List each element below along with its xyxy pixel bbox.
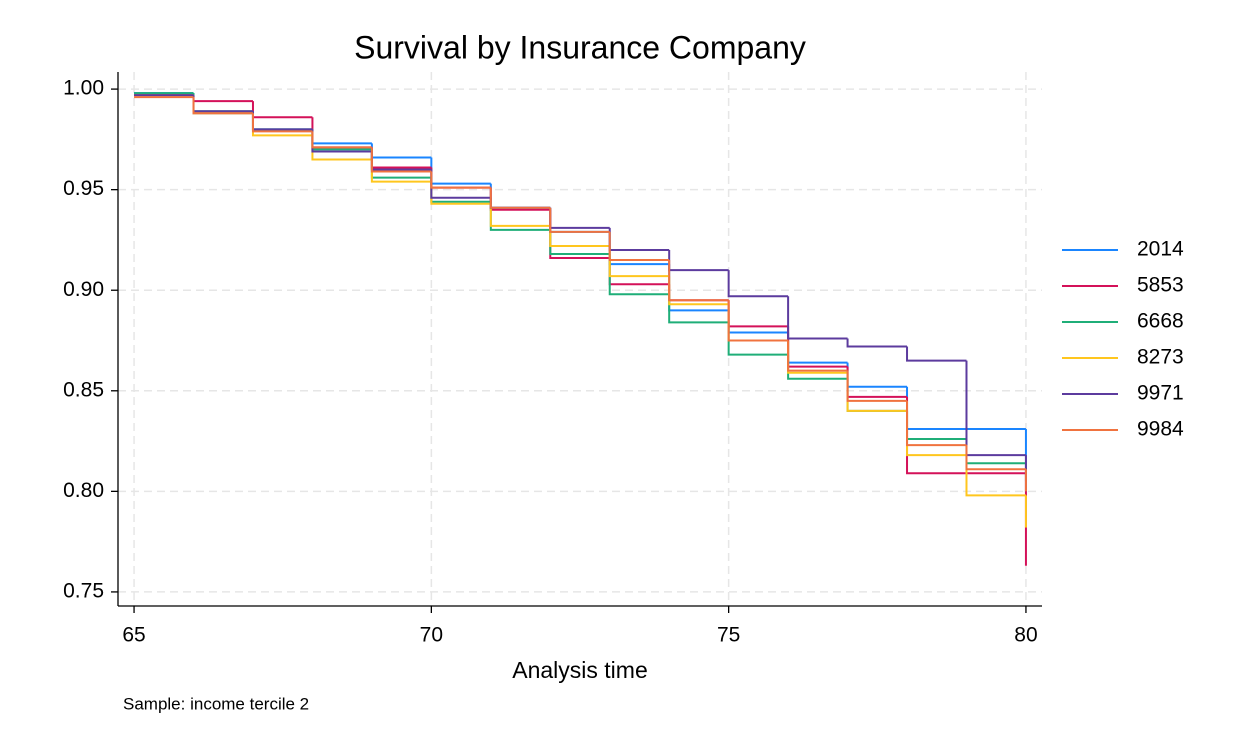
- step-segment: [727, 310, 789, 334]
- step-segment: [192, 97, 253, 115]
- step-segment: [965, 439, 1026, 465]
- x-tick-label: 80: [1014, 624, 1037, 647]
- step-segment: [251, 113, 313, 131]
- legend-label: 8273: [1137, 346, 1184, 369]
- chart-title: Survival by Insurance Company: [354, 29, 806, 65]
- step-segment: [608, 227, 670, 251]
- step-segment: [906, 400, 967, 447]
- step-segment: [251, 101, 313, 119]
- step-segment: [370, 149, 432, 179]
- note: Sample: income tercile 2: [123, 694, 309, 713]
- step-segment: [489, 187, 551, 211]
- step-segment: [430, 157, 491, 185]
- step-segment: [787, 296, 848, 340]
- step-segment: [787, 340, 848, 374]
- step-segment: [965, 360, 1026, 457]
- step-segment: [549, 207, 610, 229]
- step-segment: [549, 207, 610, 233]
- step-segment: [906, 410, 967, 457]
- step-segment: [192, 95, 253, 103]
- x-tick-label: 75: [717, 624, 740, 647]
- y-tick-label: 0.90: [63, 278, 104, 301]
- y-tick-label: 0.75: [63, 579, 104, 602]
- step-segment: [668, 250, 729, 272]
- step-segment: [668, 260, 729, 302]
- y-tick-label: 0.80: [63, 479, 104, 502]
- step-segment: [846, 362, 908, 388]
- step-segment: [192, 93, 253, 113]
- x-axis-label: Analysis time: [512, 657, 647, 683]
- legend-label: 5853: [1137, 274, 1184, 297]
- step-segment: [906, 410, 967, 441]
- step-segment: [846, 366, 908, 398]
- step-segment: [727, 300, 789, 328]
- y-tick-label: 1.00: [63, 77, 104, 100]
- y-tick-label: 0.85: [63, 378, 104, 401]
- legend-label: 6668: [1137, 310, 1184, 333]
- y-tick-label: 0.95: [63, 177, 104, 200]
- step-segment: [549, 209, 610, 260]
- step-segment: [608, 231, 670, 262]
- step-segment: [251, 111, 313, 131]
- step-segment: [668, 284, 729, 302]
- step-segment: [906, 346, 967, 362]
- step-segment: [906, 396, 967, 475]
- step-segment: [846, 338, 908, 348]
- step-segment: [906, 386, 967, 431]
- step-segment: [787, 326, 848, 368]
- step-segment: [727, 270, 789, 298]
- step-segment: [846, 378, 908, 412]
- x-tick-label: 65: [122, 624, 145, 647]
- step-segment: [727, 300, 789, 342]
- step-segment: [549, 229, 610, 256]
- step-segment: [489, 197, 551, 209]
- step-segment: [846, 372, 908, 412]
- step-segment: [846, 370, 908, 402]
- step-segment: [787, 332, 848, 364]
- step-segment: [787, 340, 848, 372]
- step-segment: [430, 181, 491, 205]
- x-tick-label: 70: [420, 624, 443, 647]
- step-segment: [965, 455, 1026, 497]
- step-segment: [430, 171, 491, 189]
- step-segment: [668, 294, 729, 324]
- step-segment: [608, 258, 670, 286]
- step-segment: [489, 187, 551, 209]
- legend-label: 2014: [1137, 238, 1184, 261]
- step-segment: [311, 129, 372, 145]
- step-segment: [192, 95, 253, 113]
- legend-label: 9984: [1137, 418, 1184, 441]
- step-segment: [251, 113, 313, 133]
- step-segment: [311, 129, 372, 151]
- step-segment: [251, 111, 313, 131]
- step-segment: [727, 304, 789, 342]
- step-segment: [430, 167, 491, 189]
- step-segment: [965, 445, 1026, 471]
- legend-label: 9971: [1137, 382, 1184, 405]
- step-segment: [311, 131, 372, 149]
- step-segment: [370, 143, 432, 159]
- step-segment: [192, 93, 253, 115]
- step-segment: [549, 225, 610, 247]
- step-segment: [489, 183, 551, 209]
- step-segment: [370, 147, 432, 173]
- step-segment: [489, 203, 551, 227]
